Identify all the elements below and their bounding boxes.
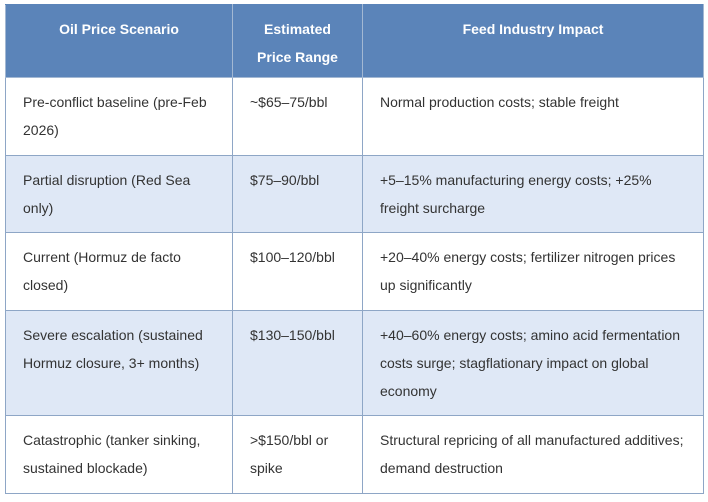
table-row: Partial disruption (Red Sea only) $75–90…: [5, 155, 704, 233]
price-range-cell: $130–150/bbl: [232, 310, 363, 416]
table-header-row: Oil Price Scenario Estimated Price Range…: [5, 4, 704, 78]
price-range-cell: ~$65–75/bbl: [232, 77, 363, 156]
header-estimated-price-range: Estimated Price Range: [232, 4, 363, 78]
impact-cell: +20–40% energy costs; fertilizer nitroge…: [362, 232, 704, 311]
price-range-cell: $75–90/bbl: [232, 155, 363, 233]
price-range-cell: >$150/bbl or spike: [232, 415, 363, 494]
impact-cell: +40–60% energy costs; amino acid ferment…: [362, 310, 704, 416]
impact-cell: Structural repricing of all manufactured…: [362, 415, 704, 494]
scenario-table-container: Oil Price Scenario Estimated Price Range…: [5, 4, 704, 494]
header-feed-industry-impact: Feed Industry Impact: [362, 4, 704, 78]
scenario-cell: Catastrophic (tanker sinking, sustained …: [5, 415, 233, 494]
oil-price-scenario-table: Oil Price Scenario Estimated Price Range…: [5, 4, 704, 494]
header-oil-price-scenario: Oil Price Scenario: [5, 4, 233, 78]
scenario-cell: Current (Hormuz de facto closed): [5, 232, 233, 311]
scenario-cell: Partial disruption (Red Sea only): [5, 155, 233, 233]
table-row: Pre-conflict baseline (pre-Feb 2026) ~$6…: [5, 77, 704, 156]
table-row: Catastrophic (tanker sinking, sustained …: [5, 415, 704, 494]
scenario-cell: Pre-conflict baseline (pre-Feb 2026): [5, 77, 233, 156]
table-row: Current (Hormuz de facto closed) $100–12…: [5, 232, 704, 311]
impact-cell: Normal production costs; stable freight: [362, 77, 704, 156]
table-row: Severe escalation (sustained Hormuz clos…: [5, 310, 704, 416]
price-range-cell: $100–120/bbl: [232, 232, 363, 311]
impact-cell: +5–15% manufacturing energy costs; +25% …: [362, 155, 704, 233]
scenario-cell: Severe escalation (sustained Hormuz clos…: [5, 310, 233, 416]
